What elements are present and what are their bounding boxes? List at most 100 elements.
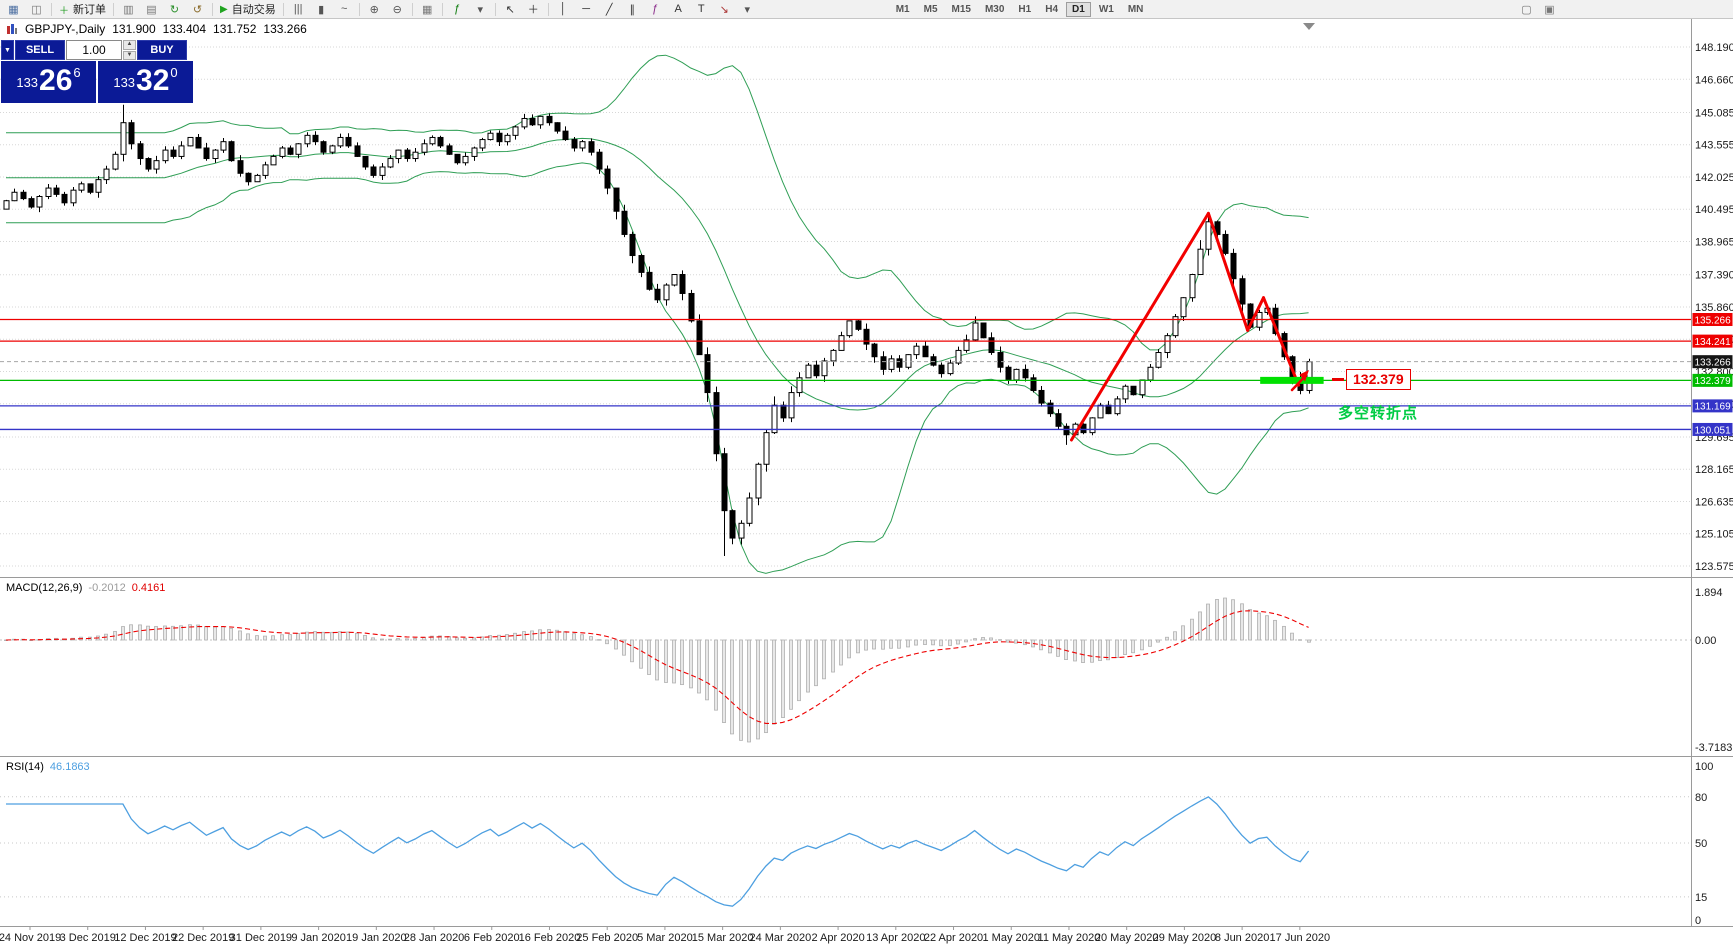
- end-arrow-head: [1299, 370, 1309, 382]
- sell-price-pips: 26: [39, 64, 73, 97]
- tile-windows-icon[interactable]: ▦: [422, 3, 433, 16]
- trend-annotations[interactable]: [1069, 211, 1324, 442]
- svg-text:22 Dec 2019: 22 Dec 2019: [172, 932, 234, 944]
- profiles-icon[interactable]: ◫: [31, 3, 42, 16]
- svg-text:20 May 2020: 20 May 2020: [1095, 932, 1159, 944]
- toolbar-separator: [51, 2, 52, 16]
- svg-text:17 Jun 2020: 17 Jun 2020: [1270, 932, 1331, 944]
- timeframe-mn[interactable]: MN: [1127, 3, 1144, 15]
- svg-text:5 Mar 2020: 5 Mar 2020: [637, 932, 693, 944]
- svg-text:130.051: 130.051: [1695, 425, 1732, 436]
- horizontal-line-icon[interactable]: ─: [582, 3, 591, 15]
- crosshair-icon[interactable]: ＋: [527, 4, 539, 16]
- vertical-line-icon[interactable]: │: [559, 3, 567, 15]
- candlestick-chart-icon[interactable]: ▮: [318, 3, 325, 16]
- svg-text:143.555: 143.555: [1695, 140, 1733, 152]
- svg-text:28 Jan 2020: 28 Jan 2020: [404, 932, 465, 944]
- autotrading-button[interactable]: ▶ 自动交易: [216, 1, 280, 17]
- trendline-icon[interactable]: ╱: [605, 3, 613, 16]
- svg-text:6 Feb 2020: 6 Feb 2020: [464, 932, 520, 944]
- arrows-icon[interactable]: ↘: [719, 3, 729, 16]
- tag-connector-dash: [1332, 378, 1344, 382]
- zoom-in-icon[interactable]: ⊕: [369, 3, 379, 16]
- history-center-icon[interactable]: ↺: [192, 3, 203, 16]
- svg-text:145.085: 145.085: [1695, 107, 1733, 119]
- bar-chart-icon[interactable]: |||: [293, 3, 303, 15]
- chart-window-icon[interactable]: ▢: [1521, 3, 1532, 16]
- ohlc-low: 131.752: [213, 22, 257, 36]
- refresh-icon[interactable]: ↻: [169, 3, 180, 16]
- indicators-dropdown[interactable]: ▾: [477, 3, 483, 16]
- macd-indicator-label: MACD(12,26,9) -0.2012 0.4161: [6, 582, 165, 594]
- buy-price-pips: 32: [136, 64, 170, 97]
- svg-text:148.190: 148.190: [1695, 42, 1733, 54]
- timeframe-m30[interactable]: M30: [984, 3, 1005, 15]
- svg-text:-3.7183: -3.7183: [1695, 742, 1732, 754]
- lot-decrease-button[interactable]: ▼: [123, 50, 136, 60]
- panel-collapse-button[interactable]: ▼: [1, 40, 14, 60]
- svg-text:100: 100: [1695, 761, 1713, 773]
- text-icon[interactable]: A: [674, 3, 682, 15]
- svg-text:24 Nov 2019: 24 Nov 2019: [0, 932, 61, 944]
- timeframe-m5[interactable]: M5: [923, 3, 938, 15]
- timeframe-m1[interactable]: M1: [895, 3, 910, 15]
- lot-increase-button[interactable]: ▲: [123, 40, 136, 50]
- toolbar-separator: [547, 2, 549, 16]
- text-label-icon[interactable]: T: [697, 3, 705, 15]
- timeframe-w1[interactable]: W1: [1098, 3, 1114, 15]
- arrows-dropdown[interactable]: ▾: [744, 3, 750, 16]
- svg-text:9 Jan 2020: 9 Jan 2020: [291, 932, 345, 944]
- new-order-button[interactable]: ＋ 新订单: [55, 1, 110, 17]
- timeframe-m15[interactable]: M15: [951, 3, 971, 15]
- toolbar-separator: [113, 2, 114, 16]
- fibonacci-icon[interactable]: ƒ: [652, 3, 659, 15]
- svg-text:126.635: 126.635: [1695, 496, 1733, 508]
- toolbar-separator: [441, 2, 443, 16]
- sell-price-display[interactable]: 133 26 6: [1, 61, 96, 103]
- price-axis[interactable]: 148.190 146.660 145.085 143.555 142.025 140.4…: [1695, 42, 1733, 573]
- svg-text:31 Dec 2019: 31 Dec 2019: [230, 932, 292, 944]
- support-zone-bar: [1260, 376, 1324, 384]
- market-watch-icon[interactable]: ▥: [123, 3, 134, 16]
- buy-price-display[interactable]: 133 32 0: [98, 61, 193, 103]
- lot-size-input[interactable]: [66, 40, 122, 60]
- svg-text:2 Apr 2020: 2 Apr 2020: [811, 932, 864, 944]
- zoom-out-icon[interactable]: ⊖: [392, 3, 402, 16]
- cursor-icon[interactable]: ↖: [505, 3, 515, 16]
- svg-text:16 Feb 2020: 16 Feb 2020: [519, 932, 581, 944]
- toolbar-separator: [212, 2, 213, 16]
- turning-point-label[interactable]: 多空转折点: [1338, 405, 1419, 423]
- svg-text:80: 80: [1695, 792, 1707, 804]
- buy-price-figure: 133: [113, 75, 136, 90]
- sell-button[interactable]: SELL: [15, 40, 65, 60]
- line-chart-icon[interactable]: ~: [340, 3, 348, 15]
- toolbar-separator: [411, 2, 413, 16]
- rsi-value: 46.1863: [49, 761, 90, 773]
- svg-text:11 May 2020: 11 May 2020: [1038, 932, 1101, 944]
- timeframe-h1[interactable]: H1: [1018, 3, 1032, 15]
- equidistant-channel-icon[interactable]: ∥: [629, 3, 635, 16]
- new-chart-icon[interactable]: ▦: [8, 3, 19, 16]
- sell-price-figure: 133: [16, 75, 39, 90]
- svg-text:19 Jan 2020: 19 Jan 2020: [346, 932, 407, 944]
- buy-button[interactable]: BUY: [137, 40, 187, 60]
- svg-text:146.660: 146.660: [1695, 74, 1733, 86]
- svg-text:15 Mar 2020: 15 Mar 2020: [692, 932, 754, 944]
- toolbar-separator: [494, 2, 496, 16]
- timeframe-h4[interactable]: H4: [1045, 3, 1059, 15]
- chart-shift-marker[interactable]: [1303, 23, 1315, 30]
- support-price-tag[interactable]: 132.379: [1332, 369, 1411, 391]
- new-order-button-icon: ＋: [59, 5, 69, 17]
- docking-icon[interactable]: ▣: [1544, 3, 1555, 16]
- timeframe-d1[interactable]: D1: [1066, 1, 1091, 17]
- symbol-title: GBPJPY-,Daily: [25, 22, 106, 36]
- price-axis-badges: 135.266 134.241 133.266 132.379 131.169 130.0…: [1692, 312, 1733, 436]
- autotrading-button-label: 自动交易: [231, 4, 276, 16]
- navigator-icon[interactable]: ▤: [146, 3, 157, 16]
- rsi-panel: 100 80 50 15 0: [0, 761, 1713, 927]
- svg-text:142.025: 142.025: [1695, 172, 1733, 184]
- indicators-icon[interactable]: ƒ: [454, 3, 461, 15]
- svg-text:29 May 2020: 29 May 2020: [1153, 932, 1217, 944]
